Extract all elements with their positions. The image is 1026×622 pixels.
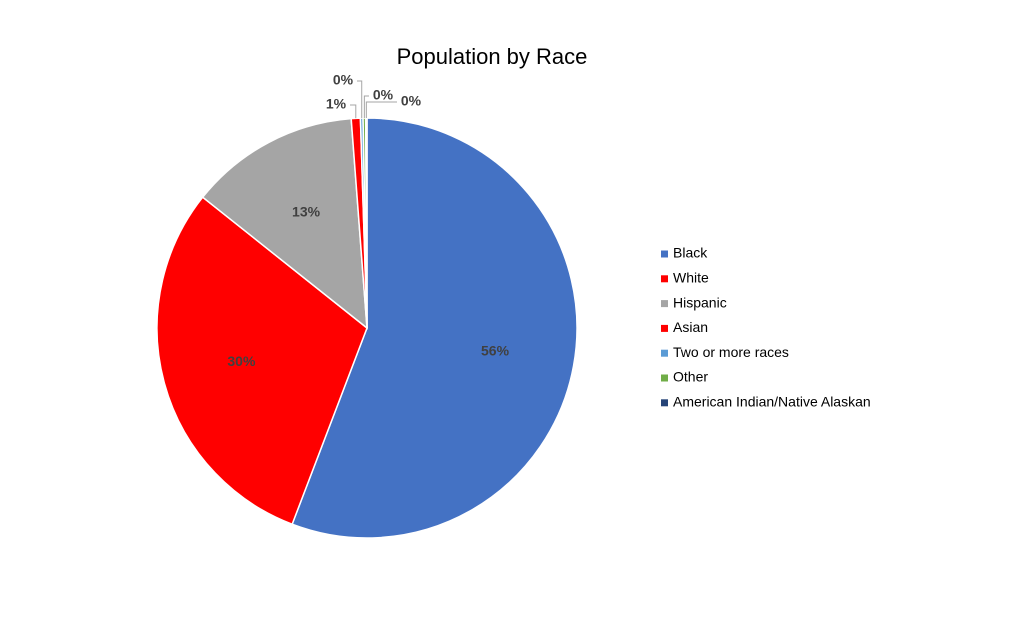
legend-label: Asian (673, 319, 708, 335)
legend-label: American Indian/Native Alaskan (673, 394, 871, 410)
pie-slice (291, 117, 578, 539)
leader-line (350, 104, 357, 119)
leader-line (363, 95, 369, 119)
legend-label: Hispanic (673, 294, 727, 310)
leader-line (357, 80, 363, 119)
pie-slice (156, 196, 368, 526)
legend-label: Other (673, 369, 708, 385)
legend-marker (661, 300, 668, 308)
data-label: 56% (481, 342, 510, 358)
data-label: 13% (292, 204, 321, 220)
legend-label: White (673, 270, 709, 286)
pie-slice (201, 117, 368, 330)
chart-title: Population by Race (397, 44, 588, 69)
data-label: 0% (401, 93, 422, 109)
legend-marker (661, 275, 668, 283)
data-label: 0% (373, 87, 394, 103)
data-label: 1% (326, 96, 347, 112)
legend-marker (661, 250, 668, 258)
data-label: 0% (333, 72, 354, 88)
legend-marker (661, 349, 668, 357)
leader-line (365, 101, 397, 119)
legend-label: Black (673, 245, 708, 261)
legend-marker (661, 399, 668, 407)
legend-marker (661, 374, 668, 382)
legend-label: Two or more races (673, 344, 789, 360)
legend-marker (661, 324, 668, 332)
data-label: 30% (227, 353, 256, 369)
